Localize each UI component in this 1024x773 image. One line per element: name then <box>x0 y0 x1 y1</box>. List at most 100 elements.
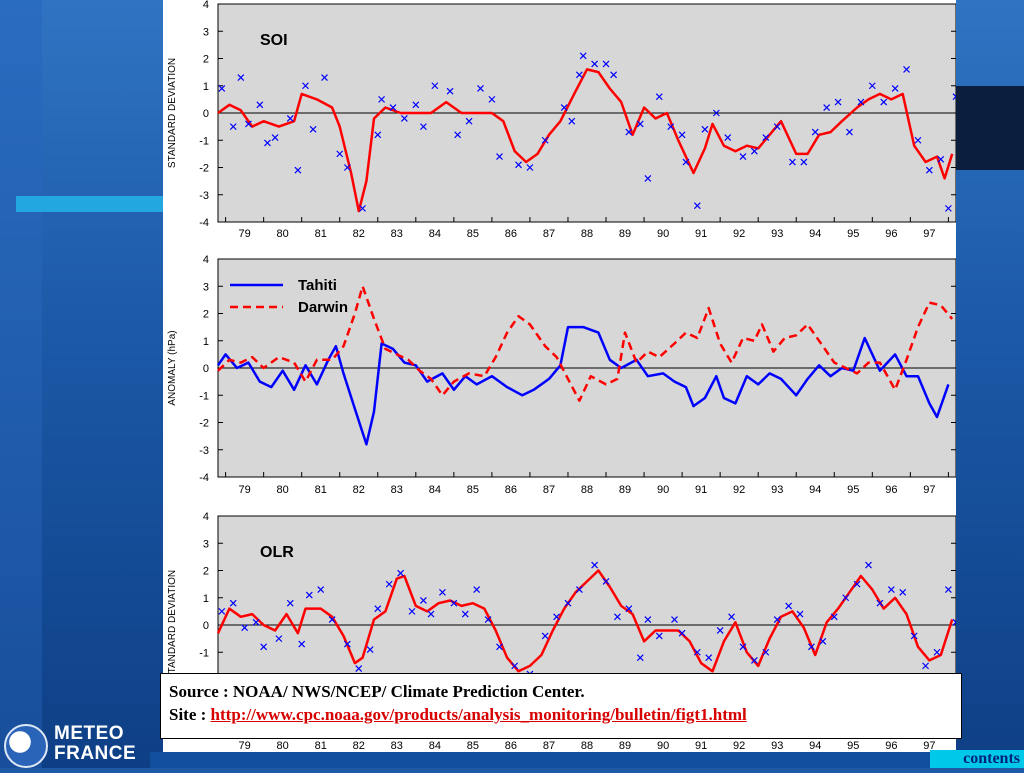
data-point-cross <box>724 134 732 141</box>
data-point-cross <box>728 613 735 621</box>
data-point-cross <box>465 117 473 125</box>
x-tick-label: 82 <box>353 228 365 240</box>
y-tick-label: 3 <box>203 26 209 38</box>
data-point-cross <box>937 155 945 163</box>
x-tick-label: 89 <box>619 740 631 752</box>
x-tick-label: 87 <box>543 484 555 496</box>
data-point-cross <box>374 605 382 613</box>
data-point-cross <box>271 134 279 141</box>
data-point-cross <box>671 616 678 623</box>
logo-emblem-icon <box>4 724 48 768</box>
decorative-cyan-bar <box>16 196 164 212</box>
y-tick-label: 2 <box>203 54 209 66</box>
data-point-cross <box>419 597 427 604</box>
chart-title: SOI <box>260 32 288 49</box>
x-tick-label: 87 <box>543 740 555 752</box>
x-tick-label: 82 <box>353 740 365 752</box>
data-point-cross <box>553 613 560 621</box>
x-tick-label: 81 <box>315 484 327 496</box>
data-point-cross <box>944 204 952 212</box>
data-point-cross <box>644 616 652 623</box>
x-tick-label: 83 <box>391 484 403 496</box>
x-tick-label: 85 <box>467 228 479 240</box>
data-point-cross <box>739 643 747 651</box>
data-point-cross <box>842 594 850 602</box>
data-point-cross <box>750 657 758 664</box>
data-point-cross <box>785 602 793 610</box>
y-tick-label: 1 <box>203 336 209 348</box>
data-point-cross <box>575 71 583 79</box>
y-tick-label: 2 <box>203 566 209 578</box>
x-tick-label: 84 <box>429 228 441 240</box>
y-tick-label: 4 <box>203 511 209 523</box>
data-point-cross <box>564 599 572 607</box>
data-point-cross <box>309 125 317 133</box>
data-point-cross <box>925 166 933 174</box>
data-point-cross <box>439 588 446 596</box>
legend-label: Tahiti <box>298 277 337 294</box>
data-point-cross <box>412 101 420 109</box>
data-point-cross <box>526 164 534 171</box>
x-tick-label: 96 <box>885 484 897 496</box>
data-point-cross <box>865 561 872 569</box>
x-tick-label: 92 <box>733 740 745 752</box>
y-tick-label: -1 <box>199 135 209 147</box>
x-tick-label: 80 <box>277 740 289 752</box>
x-tick-label: 90 <box>657 484 669 496</box>
x-tick-label: 81 <box>315 740 327 752</box>
x-tick-label: 87 <box>543 228 555 240</box>
x-tick-label: 90 <box>657 740 669 752</box>
bottom-bar <box>150 752 930 768</box>
x-tick-label: 89 <box>619 484 631 496</box>
x-tick-label: 79 <box>239 484 251 496</box>
data-point-cross <box>359 204 366 212</box>
data-point-cross <box>625 128 633 136</box>
data-point-cross <box>260 643 268 651</box>
data-point-cross <box>256 101 264 109</box>
data-point-cross <box>678 131 686 139</box>
data-point-cross <box>286 599 294 607</box>
data-point-cross <box>389 104 397 111</box>
data-point-cross <box>610 71 618 79</box>
data-point-cross <box>241 624 249 632</box>
data-point-cross <box>343 164 351 171</box>
data-point-cross <box>419 123 427 131</box>
x-tick-label: 93 <box>771 228 783 240</box>
data-point-cross <box>431 82 439 90</box>
series-line-smoothed <box>217 68 954 213</box>
data-point-cross <box>229 599 237 607</box>
x-tick-label: 85 <box>467 484 479 496</box>
data-point-cross <box>229 123 237 131</box>
chart-title: OLR <box>260 544 294 561</box>
data-point-cross <box>887 586 895 593</box>
data-point-cross <box>933 648 941 656</box>
data-point-cross <box>218 85 226 92</box>
data-point-cross <box>484 616 492 623</box>
data-point-cross <box>461 610 469 618</box>
series-line-darwin <box>217 285 954 402</box>
data-point-cross <box>808 643 815 651</box>
data-point-cross <box>823 104 831 111</box>
data-point-cross <box>891 85 899 92</box>
left-stripe <box>0 0 42 768</box>
data-point-cross <box>678 629 686 637</box>
data-point-cross <box>264 139 271 147</box>
data-point-cross <box>811 128 819 136</box>
x-tick-label: 91 <box>695 228 707 240</box>
figure-panel: 4 3 2 1 0 -1 -2 -3 -4 79 80 81 82 83 84 85 86 87 88 89 90 91 9… <box>163 0 974 768</box>
data-point-cross <box>427 610 435 618</box>
data-point-cross <box>773 123 781 131</box>
data-point-cross <box>275 635 283 643</box>
source-link[interactable]: http://www.cpc.noaa.gov/products/analysi… <box>210 705 747 724</box>
y-tick-label: 2 <box>203 309 209 321</box>
data-point-cross <box>568 117 576 125</box>
data-point-cross <box>496 643 503 651</box>
data-point-cross <box>302 82 309 90</box>
contents-button[interactable]: contents <box>930 750 1024 768</box>
data-point-cross <box>541 136 549 144</box>
data-point-cross <box>853 580 861 588</box>
data-point-cross <box>473 586 481 593</box>
data-point-cross <box>655 632 663 640</box>
y-tick-label: -1 <box>199 390 209 402</box>
data-point-cross <box>575 586 583 593</box>
